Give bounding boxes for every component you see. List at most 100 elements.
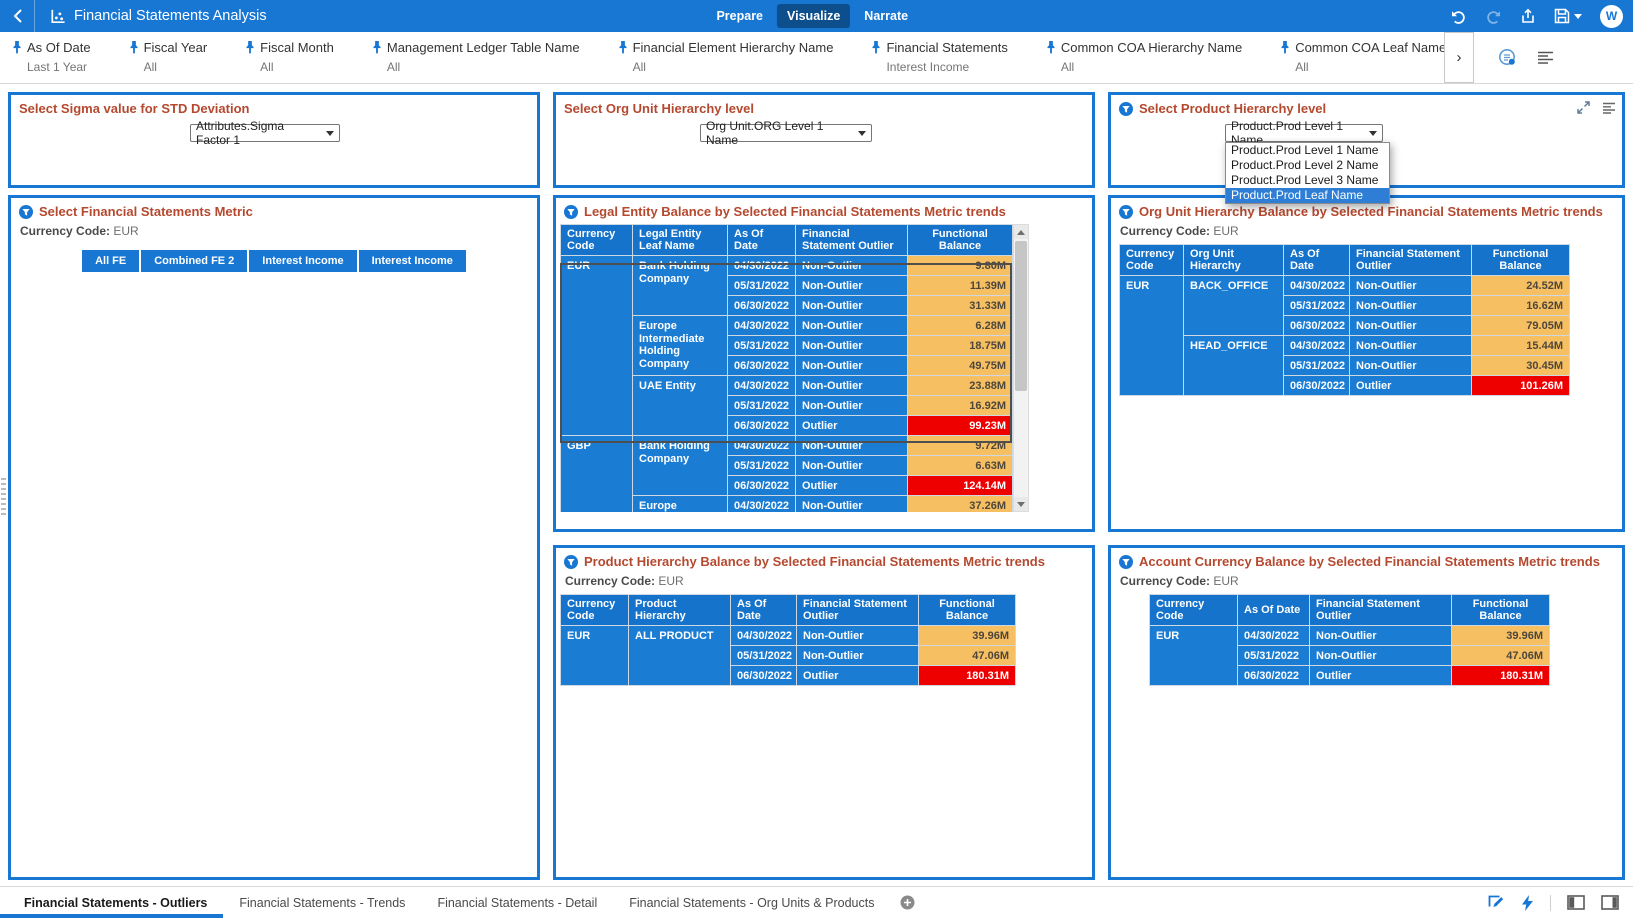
cell-outlier[interactable]: Non-Outlier bbox=[1349, 335, 1472, 356]
cell-date[interactable]: 06/30/2022 bbox=[1237, 665, 1310, 686]
cell-balance[interactable]: 39.96M bbox=[1451, 625, 1550, 646]
cell-date[interactable]: 04/30/2022 bbox=[730, 625, 797, 646]
canvas-properties-button[interactable] bbox=[1488, 895, 1505, 911]
cell-balance[interactable]: 37.26M bbox=[907, 495, 1013, 512]
cell-balance-outlier[interactable]: 180.31M bbox=[918, 665, 1016, 686]
cell-balance[interactable]: 11.39M bbox=[907, 275, 1013, 296]
cell-balance[interactable]: 30.45M bbox=[1471, 355, 1570, 376]
canvas-tab-detail[interactable]: Financial Statements - Detail bbox=[421, 887, 613, 918]
cell-outlier[interactable]: Non-Outlier bbox=[795, 355, 908, 376]
cell-outlier[interactable]: Non-Outlier bbox=[795, 395, 908, 416]
cell-balance[interactable]: 31.33M bbox=[907, 295, 1013, 316]
cell-org[interactable]: HEAD_OFFICE bbox=[1183, 335, 1284, 396]
filter-bar-menu-button[interactable] bbox=[1537, 51, 1554, 65]
cell-balance-outlier[interactable]: 180.31M bbox=[1451, 665, 1550, 686]
tab-narrate[interactable]: Narrate bbox=[854, 4, 918, 28]
scrollbar-thumb[interactable] bbox=[1015, 241, 1027, 391]
cell-outlier[interactable]: Outlier bbox=[795, 475, 908, 496]
cell-entity[interactable]: Bank Holding Company bbox=[632, 435, 728, 496]
cell-balance[interactable]: 47.06M bbox=[1451, 645, 1550, 666]
cell-balance[interactable]: 16.92M bbox=[907, 395, 1013, 416]
cell-balance[interactable]: 47.06M bbox=[918, 645, 1016, 666]
cell-entity[interactable]: Europe Intermediate Holding Company bbox=[632, 315, 728, 376]
scrollbar-track[interactable] bbox=[1014, 239, 1028, 497]
column-header[interactable]: Legal Entity Leaf Name bbox=[632, 224, 728, 256]
cell-balance[interactable]: 15.44M bbox=[1471, 335, 1570, 356]
cell-outlier[interactable]: Outlier bbox=[795, 415, 908, 436]
column-header[interactable]: Currency Code bbox=[560, 224, 633, 256]
column-header[interactable]: Functional Balance bbox=[1471, 244, 1570, 276]
export-button[interactable] bbox=[1520, 8, 1536, 24]
column-header[interactable]: Financial Statement Outlier bbox=[796, 594, 919, 626]
cell-balance-outlier[interactable]: 101.26M bbox=[1471, 375, 1570, 396]
filter-common-coa-hierarchy-name[interactable]: Common COA Hierarchy Name All bbox=[1046, 40, 1242, 83]
cell-balance[interactable]: 18.75M bbox=[907, 335, 1013, 356]
back-button[interactable] bbox=[0, 0, 34, 32]
column-header[interactable]: Functional Balance bbox=[1451, 594, 1550, 626]
cell-date[interactable]: 06/30/2022 bbox=[727, 475, 796, 496]
cell-outlier[interactable]: Non-Outlier bbox=[795, 295, 908, 316]
tab-prepare[interactable]: Prepare bbox=[706, 4, 773, 28]
cell-balance[interactable]: 39.96M bbox=[918, 625, 1016, 646]
undo-button[interactable] bbox=[1450, 9, 1467, 24]
column-header[interactable]: As Of Date bbox=[1283, 244, 1350, 276]
cell-date[interactable]: 05/31/2022 bbox=[730, 645, 797, 666]
cell-outlier[interactable]: Outlier bbox=[1349, 375, 1472, 396]
tab-visualize[interactable]: Visualize bbox=[777, 4, 851, 28]
cell-outlier[interactable]: Non-Outlier bbox=[1349, 315, 1472, 336]
cell-outlier[interactable]: Non-Outlier bbox=[795, 435, 908, 456]
cell-outlier[interactable]: Non-Outlier bbox=[796, 645, 919, 666]
canvas-tab-org-units-products[interactable]: Financial Statements - Org Units & Produ… bbox=[613, 887, 890, 918]
cell-date[interactable]: 06/30/2022 bbox=[727, 295, 796, 316]
metric-button-combined-fe-2[interactable]: Combined FE 2 bbox=[141, 250, 250, 272]
filter-financial-element-hierarchy-name[interactable]: Financial Element Hierarchy Name All bbox=[618, 40, 833, 83]
cell-date[interactable]: 04/30/2022 bbox=[727, 375, 796, 396]
table-scrollbar[interactable] bbox=[1013, 224, 1029, 512]
column-header[interactable]: Currency Code bbox=[1119, 244, 1184, 276]
add-canvas-button[interactable] bbox=[900, 895, 915, 910]
cell-outlier[interactable]: Non-Outlier bbox=[796, 625, 919, 646]
cell-balance[interactable]: 9.72M bbox=[907, 435, 1013, 456]
cell-currency[interactable]: EUR bbox=[560, 255, 633, 436]
cell-balance[interactable]: 16.62M bbox=[1471, 295, 1570, 316]
column-header[interactable]: Currency Code bbox=[560, 594, 629, 626]
cell-date[interactable]: 05/31/2022 bbox=[727, 335, 796, 356]
cell-date[interactable]: 05/31/2022 bbox=[727, 455, 796, 476]
redo-button[interactable] bbox=[1485, 9, 1502, 24]
cell-outlier[interactable]: Outlier bbox=[1309, 665, 1452, 686]
column-header[interactable]: Org Unit Hierarchy bbox=[1183, 244, 1284, 276]
cell-outlier[interactable]: Non-Outlier bbox=[795, 335, 908, 356]
cell-outlier[interactable]: Non-Outlier bbox=[795, 495, 908, 512]
column-header[interactable]: Financial Statement Outlier bbox=[795, 224, 908, 256]
metric-button-interest-income-1[interactable]: Interest Income bbox=[249, 250, 359, 272]
cell-date[interactable]: 06/30/2022 bbox=[730, 665, 797, 686]
scroll-up-button[interactable] bbox=[1014, 225, 1028, 239]
cell-date[interactable]: 04/30/2022 bbox=[727, 255, 796, 276]
product-level-dropdown[interactable]: Product.Prod Level 1 Name bbox=[1225, 119, 1383, 147]
cell-date[interactable]: 06/30/2022 bbox=[727, 355, 796, 376]
cell-balance[interactable]: 6.28M bbox=[907, 315, 1013, 336]
dropdown-option-highlighted[interactable]: Product.Prod Leaf Name bbox=[1226, 188, 1389, 203]
filter-fiscal-year[interactable]: Fiscal Year All bbox=[129, 40, 207, 83]
cell-org[interactable]: BACK_OFFICE bbox=[1183, 275, 1284, 336]
cell-date[interactable]: 05/31/2022 bbox=[727, 275, 796, 296]
cell-product[interactable]: ALL PRODUCT bbox=[628, 625, 731, 686]
column-header[interactable]: Functional Balance bbox=[907, 224, 1013, 256]
cell-date[interactable]: 04/30/2022 bbox=[1283, 275, 1350, 296]
column-header[interactable]: Currency Code bbox=[1149, 594, 1238, 626]
user-avatar[interactable]: W bbox=[1600, 4, 1623, 28]
cell-outlier[interactable]: Outlier bbox=[796, 665, 919, 686]
cell-outlier[interactable]: Non-Outlier bbox=[1349, 275, 1472, 296]
cell-outlier[interactable]: Non-Outlier bbox=[1309, 645, 1452, 666]
canvas-tab-outliers[interactable]: Financial Statements - Outliers bbox=[0, 887, 224, 918]
column-header[interactable]: Functional Balance bbox=[918, 594, 1016, 626]
cell-balance-outlier[interactable]: 99.23M bbox=[907, 415, 1013, 436]
filter-common-coa-leaf-name[interactable]: Common COA Leaf Name All bbox=[1280, 40, 1444, 83]
dropdown-option[interactable]: Product.Prod Level 3 Name bbox=[1231, 173, 1379, 187]
cell-entity[interactable]: Europe bbox=[632, 495, 728, 512]
filter-financial-statements[interactable]: Financial Statements Interest Income bbox=[871, 40, 1008, 83]
cell-date[interactable]: 04/30/2022 bbox=[727, 315, 796, 336]
column-header[interactable]: As Of Date bbox=[727, 224, 796, 256]
cell-date[interactable]: 04/30/2022 bbox=[1283, 335, 1350, 356]
cell-date[interactable]: 06/30/2022 bbox=[727, 415, 796, 436]
